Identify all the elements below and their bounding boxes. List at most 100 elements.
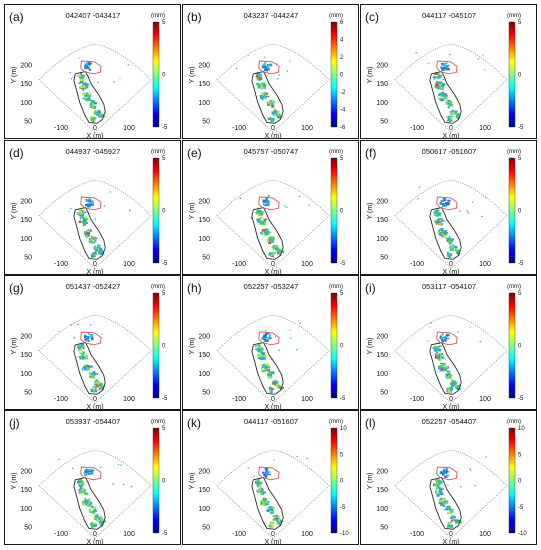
colorbar bbox=[330, 157, 338, 264]
data-point bbox=[79, 215, 82, 217]
data-point bbox=[471, 201, 474, 203]
data-point bbox=[457, 331, 459, 333]
data-point bbox=[438, 233, 442, 235]
data-point bbox=[262, 491, 267, 494]
study-area-outline bbox=[251, 206, 284, 260]
data-point bbox=[265, 96, 268, 99]
data-point bbox=[264, 69, 268, 71]
colorbar-unit: (mm) bbox=[507, 149, 521, 155]
data-point bbox=[96, 380, 100, 383]
data-point bbox=[91, 388, 94, 392]
data-point bbox=[120, 464, 122, 466]
data-point bbox=[265, 340, 269, 342]
data-point bbox=[112, 483, 114, 485]
data-point bbox=[278, 249, 282, 252]
data-point bbox=[87, 336, 89, 338]
x-tick-label: 0 bbox=[93, 396, 97, 403]
data-point bbox=[255, 480, 259, 483]
panel-title: 052257 -054407 bbox=[422, 417, 477, 426]
data-point bbox=[266, 230, 268, 233]
data-point bbox=[263, 369, 268, 371]
data-point bbox=[433, 483, 437, 485]
colorbar-tick-label: 0 bbox=[518, 479, 522, 485]
y-axis-label: Y (m) bbox=[367, 338, 374, 355]
red-zone-outline bbox=[258, 331, 280, 346]
deformation-points bbox=[247, 455, 308, 528]
y-tick-label: 100 bbox=[198, 100, 210, 107]
y-tick-label: 100 bbox=[376, 371, 388, 378]
data-point bbox=[91, 377, 96, 379]
data-point bbox=[446, 116, 449, 119]
x-tick-label: 0 bbox=[449, 396, 453, 403]
data-point bbox=[444, 500, 448, 503]
data-point bbox=[264, 234, 267, 236]
data-point bbox=[87, 332, 90, 335]
data-point bbox=[85, 199, 88, 201]
colorbar-tick-label: 5 bbox=[162, 426, 166, 432]
data-point bbox=[263, 338, 267, 341]
data-point bbox=[278, 387, 282, 389]
data-point bbox=[257, 84, 262, 87]
data-point bbox=[98, 517, 100, 520]
data-point bbox=[437, 482, 440, 485]
data-point bbox=[91, 120, 94, 122]
data-point bbox=[88, 500, 91, 503]
data-point bbox=[474, 484, 476, 487]
data-point bbox=[275, 63, 278, 65]
y-tick-label: 50 bbox=[24, 525, 32, 532]
panel-title: 044117 -045107 bbox=[422, 11, 476, 20]
data-point bbox=[99, 250, 104, 252]
data-point bbox=[79, 479, 82, 481]
data-point bbox=[275, 514, 278, 518]
data-point bbox=[440, 87, 443, 90]
data-point bbox=[89, 68, 91, 71]
data-point bbox=[81, 217, 85, 219]
data-point bbox=[82, 221, 86, 223]
data-point bbox=[260, 493, 264, 496]
data-point bbox=[442, 204, 446, 207]
data-point bbox=[58, 458, 60, 461]
data-point bbox=[261, 500, 264, 503]
data-point bbox=[97, 383, 100, 385]
data-point bbox=[99, 518, 103, 521]
data-point bbox=[442, 79, 445, 81]
data-point bbox=[272, 255, 274, 257]
data-point bbox=[84, 87, 87, 90]
data-point bbox=[289, 337, 292, 339]
data-point bbox=[272, 252, 276, 254]
data-point bbox=[257, 348, 260, 350]
data-point bbox=[122, 483, 125, 485]
data-point bbox=[81, 74, 85, 77]
data-point bbox=[276, 516, 281, 518]
data-point bbox=[278, 74, 280, 76]
data-point bbox=[459, 210, 461, 212]
data-point bbox=[91, 521, 94, 524]
data-point bbox=[70, 207, 72, 210]
y-tick-label: 50 bbox=[24, 390, 32, 397]
data-point bbox=[82, 356, 86, 359]
data-point bbox=[434, 220, 438, 223]
colorbar-unit: (mm) bbox=[151, 284, 165, 290]
data-point bbox=[436, 484, 440, 488]
data-point bbox=[254, 482, 259, 484]
data-point bbox=[447, 484, 449, 486]
data-point bbox=[444, 97, 448, 100]
data-point bbox=[101, 115, 104, 117]
data-point bbox=[264, 468, 267, 470]
data-point bbox=[77, 480, 80, 484]
data-point bbox=[445, 334, 449, 336]
data-point bbox=[83, 354, 86, 356]
data-point bbox=[438, 366, 441, 369]
data-point bbox=[261, 364, 265, 366]
data-point bbox=[268, 373, 273, 377]
data-point bbox=[442, 93, 445, 95]
data-point bbox=[275, 110, 277, 113]
panel-title: 044937 -045927 bbox=[66, 147, 121, 156]
data-point bbox=[81, 491, 85, 494]
colorbar bbox=[508, 21, 516, 128]
data-point bbox=[100, 113, 105, 117]
data-point bbox=[81, 355, 83, 357]
y-axis-label: Y (m) bbox=[367, 473, 374, 490]
